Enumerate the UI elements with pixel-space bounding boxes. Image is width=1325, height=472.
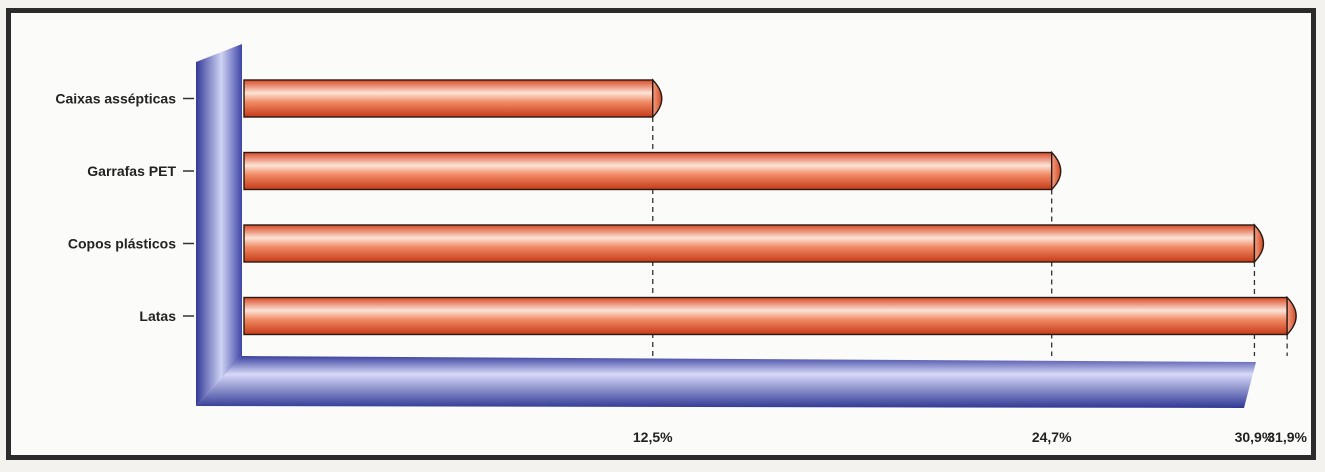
axis-floor bbox=[196, 356, 1256, 408]
category-label: Latas bbox=[139, 308, 176, 324]
bar-cap bbox=[1286, 295, 1297, 337]
bar-cap bbox=[1050, 150, 1062, 192]
bar bbox=[243, 79, 654, 118]
value-label: 24,7% bbox=[1032, 429, 1072, 445]
value-label: 31,9% bbox=[1267, 429, 1307, 445]
bar-cap bbox=[1253, 223, 1265, 264]
bar-cap bbox=[652, 78, 663, 119]
value-label: 30,9% bbox=[1235, 429, 1275, 445]
category-label: Copos plásticos bbox=[68, 236, 176, 252]
value-label: 12,5% bbox=[633, 429, 673, 445]
category-label: Caixas assépticas bbox=[55, 91, 176, 107]
axis-wall bbox=[196, 44, 242, 406]
bar bbox=[243, 151, 1053, 191]
bar bbox=[243, 224, 1256, 263]
category-label: Garrafas PET bbox=[87, 163, 176, 179]
bar bbox=[243, 296, 1288, 336]
